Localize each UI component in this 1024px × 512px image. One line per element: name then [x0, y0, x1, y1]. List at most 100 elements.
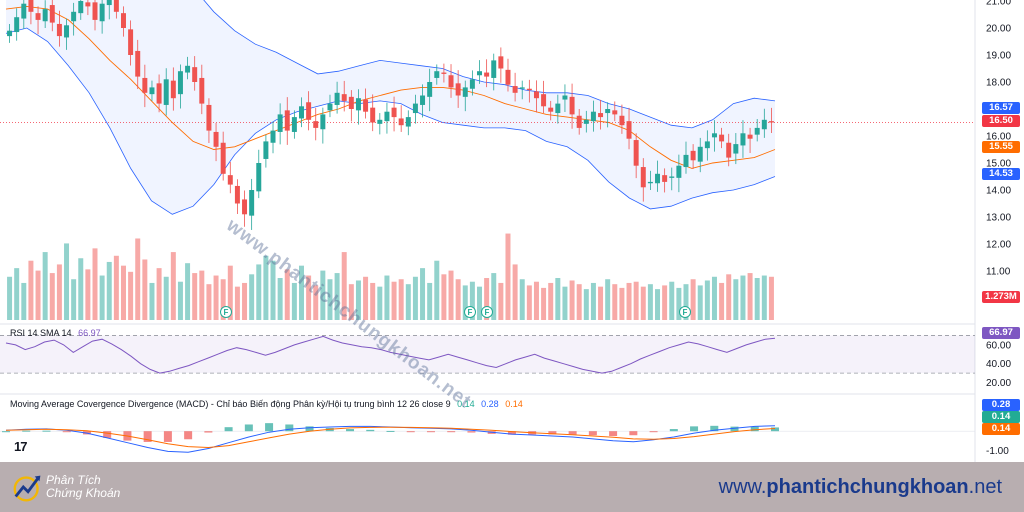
volume-bar [56, 264, 62, 320]
rsi-last-tag: 66.97 [982, 327, 1020, 339]
brand-line-2: Chứng Khoán [46, 486, 121, 500]
volume-bar [740, 275, 746, 320]
candle [313, 121, 319, 128]
candle [441, 72, 447, 74]
volume-bar [14, 268, 20, 320]
macd-histogram-bar [366, 429, 375, 432]
candle [548, 107, 554, 112]
bollinger-lower-line [5, 27, 776, 215]
volume-bar [135, 238, 141, 320]
volume-bar [391, 281, 397, 320]
candle [227, 175, 233, 185]
volume-bar [185, 263, 191, 320]
candle [185, 65, 191, 73]
candle [562, 95, 568, 100]
volume-bar [92, 248, 98, 320]
volume-bar [469, 281, 475, 320]
volume-bar [633, 281, 639, 320]
site-url-bold: phantichchungkhoan [766, 476, 969, 498]
candle [491, 60, 497, 78]
candle [156, 83, 162, 104]
volume-bar [505, 233, 511, 320]
volume-bar [170, 252, 176, 320]
event-flag[interactable]: F [679, 306, 691, 318]
site-url[interactable]: www.phantichchungkhoan.net [719, 476, 1002, 499]
macd-histogram-bar [346, 429, 355, 432]
candle [719, 134, 725, 142]
candle [42, 9, 48, 22]
volume-bar [498, 282, 504, 320]
volume-bar [113, 255, 119, 320]
volume-bar [662, 285, 668, 320]
volume-bar [484, 278, 490, 320]
macd-histogram-bar [588, 431, 597, 436]
candle [135, 50, 141, 77]
candle [484, 72, 490, 77]
y-tick-label: 14.00 [986, 186, 1011, 197]
candle [213, 131, 219, 147]
y-tick-label: 13.00 [986, 213, 1011, 224]
candle [234, 185, 240, 204]
event-flag[interactable]: F [464, 306, 476, 318]
y-tick-label: 18.00 [986, 78, 1011, 89]
candle [142, 77, 148, 93]
macd-histogram-bar [103, 431, 112, 438]
volume-bar [477, 286, 482, 320]
volume-bar [327, 279, 333, 320]
volume-bar [768, 276, 774, 320]
bollinger-upper-line [203, 0, 776, 129]
macd-histogram-bar [62, 431, 71, 433]
volume-bar [334, 273, 340, 320]
volume-bar [434, 260, 440, 320]
macd-histogram-bar [609, 431, 618, 437]
brand-line-1: Phân Tích [46, 473, 101, 487]
volume-bar [85, 269, 91, 320]
candle [71, 11, 77, 22]
macd-histogram-bar [305, 426, 314, 432]
event-flag[interactable]: F [481, 306, 493, 318]
volume-bar [669, 281, 675, 320]
y-tick-label: 11.00 [986, 267, 1011, 278]
rsi-y-tick-label: 60.00 [986, 340, 1011, 351]
price-tag-bb-basis: 15.55 [982, 141, 1020, 153]
candle [726, 142, 732, 158]
y-tick-label: 20.00 [986, 24, 1011, 35]
candle [690, 150, 696, 161]
candle [21, 3, 27, 19]
volume-bar [626, 282, 632, 320]
candle [533, 91, 539, 99]
event-flag[interactable]: F [220, 306, 232, 318]
volume-bar [754, 278, 760, 320]
candle [412, 103, 418, 114]
volume-bar [220, 279, 226, 320]
volume-bar [619, 287, 625, 320]
candle [355, 98, 361, 111]
macd-histogram-bar [386, 430, 395, 432]
rsi-line [5, 335, 776, 374]
volume-bar [711, 276, 717, 320]
volume-bar [377, 286, 383, 320]
candle [711, 133, 717, 138]
macd-legend-hist: 0.14 [457, 399, 475, 409]
chart-area[interactable]: 21.0020.0019.0018.0017.0016.0015.0014.00… [0, 0, 1024, 462]
candle [113, 0, 119, 12]
macd-legend: Moving Average Covergence Divergence (MA… [10, 399, 527, 409]
macd-signal-tag: 0.14 [982, 423, 1020, 435]
candle [348, 96, 354, 109]
volume-bar [676, 287, 682, 320]
tradingview-logo[interactable]: 17 [14, 439, 28, 454]
volume-last-tag: 1.273M [982, 291, 1020, 303]
candle [647, 181, 653, 184]
volume-bar [21, 282, 27, 320]
candle [370, 107, 376, 123]
volume-bar [441, 274, 447, 320]
candle [697, 146, 703, 162]
y-tick-label: 12.00 [986, 240, 1011, 251]
candle [320, 114, 326, 130]
candle [128, 29, 134, 55]
chart-canvas[interactable]: 21.0020.0019.0018.0017.0016.0015.0014.00… [0, 0, 1024, 462]
candle [49, 5, 55, 23]
rsi-y-tick-label: 40.00 [986, 359, 1011, 370]
macd-histogram-bar [224, 427, 233, 432]
candle [85, 2, 91, 7]
